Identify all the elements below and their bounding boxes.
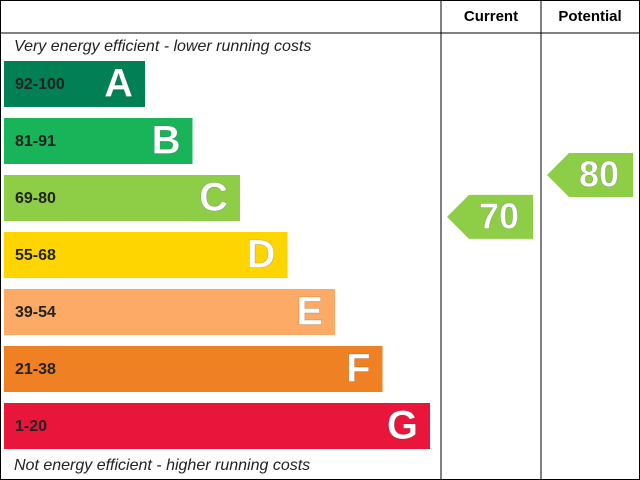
band-range: 39-54: [15, 304, 56, 321]
band-range: 21-38: [15, 361, 56, 378]
band-range: 1-20: [15, 418, 47, 435]
rating-band: [4, 346, 383, 392]
rating-band: [4, 232, 288, 278]
top-note: Very energy efficient - lower running co…: [14, 38, 311, 55]
column-header: Potential: [558, 8, 621, 25]
band-letter: F: [346, 347, 370, 391]
band-range: 92-100: [15, 76, 65, 93]
rating-value: 70: [479, 195, 519, 236]
rating-band: [4, 61, 145, 107]
band-range: 55-68: [15, 247, 56, 264]
rating-value: 80: [579, 154, 619, 195]
band-letter: B: [152, 119, 181, 163]
band-range: 81-91: [15, 133, 56, 150]
band-letter: C: [199, 176, 228, 220]
band-letter: G: [387, 404, 418, 448]
band-letter: A: [104, 62, 133, 106]
rating-band: [4, 118, 193, 164]
band-range: 69-80: [15, 190, 56, 207]
bottom-note: Not energy efficient - higher running co…: [14, 457, 310, 474]
band-letter: E: [296, 290, 323, 334]
column-header: Current: [464, 8, 518, 25]
band-letter: D: [247, 233, 276, 277]
rating-band: [4, 403, 430, 449]
rating-arrow: [547, 153, 633, 197]
rating-band: [4, 175, 240, 221]
rating-band: [4, 289, 335, 335]
rating-arrow: [447, 194, 533, 239]
